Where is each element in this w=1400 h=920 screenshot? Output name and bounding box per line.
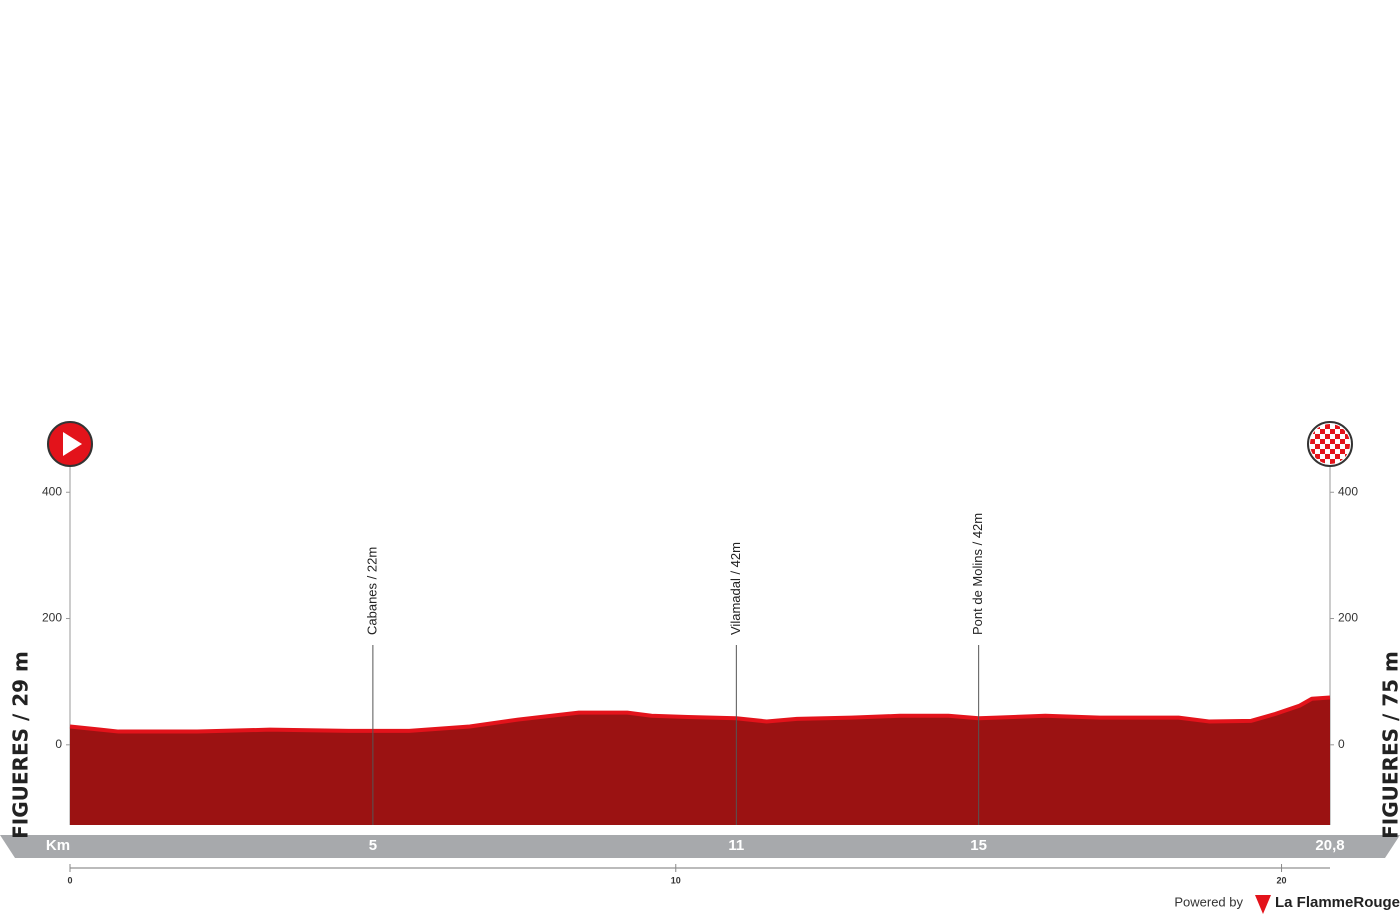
km-marker: 5: [369, 837, 377, 854]
elevation-line: [69, 695, 1331, 734]
y-tick-label: 0: [55, 737, 62, 751]
y-tick-label: 200: [1338, 611, 1358, 625]
km-bar: [0, 835, 1400, 858]
y-tick-label: 200: [42, 611, 62, 625]
km-marker: 15: [970, 837, 987, 854]
powered-by: Powered by: [1174, 894, 1243, 909]
x-tick-label: 20: [1277, 875, 1287, 885]
x-tick-label: 0: [67, 875, 72, 885]
brand-logo: [1255, 895, 1271, 914]
start-icon: [47, 421, 93, 467]
x-tick-label: 10: [671, 875, 681, 885]
y-tick-label: 0: [1338, 737, 1345, 751]
finish-label: FIGUERES / 75 m: [1379, 651, 1400, 839]
x-label: Km: [46, 837, 70, 854]
waypoint-label: Cabanes / 22m: [364, 547, 379, 635]
finish-icon: [1307, 421, 1353, 467]
elevation-area: [70, 697, 1330, 825]
waypoint-label: Pont de Molins / 42m: [970, 513, 985, 635]
km-marker: 11: [728, 837, 744, 854]
y-tick-label: 400: [42, 484, 62, 498]
brand: La FlammeRouge: [1275, 894, 1400, 911]
y-tick-label: 400: [1338, 484, 1358, 498]
km-marker: 20,8: [1315, 837, 1344, 854]
start-label: FIGUERES / 29 m: [9, 651, 33, 839]
waypoint-label: Vilamadal / 42m: [728, 542, 743, 635]
